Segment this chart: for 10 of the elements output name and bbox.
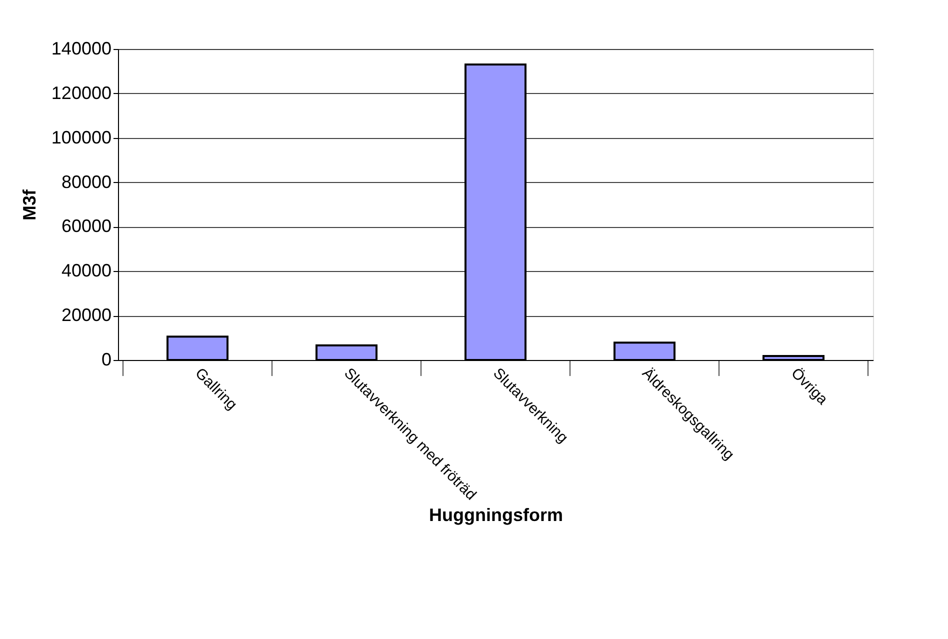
- y-tick-label: 0: [101, 350, 112, 370]
- y-tick-label: 20000: [61, 305, 112, 326]
- y-tick-label: 60000: [61, 216, 112, 236]
- y-tick-label: 40000: [61, 260, 112, 281]
- y-axis-title: M3f: [19, 188, 40, 220]
- y-tick-label: 120000: [51, 82, 112, 103]
- y-tick-label: 140000: [51, 38, 112, 58]
- y-tick-label: 100000: [51, 127, 112, 148]
- y-tick-label: 80000: [61, 172, 112, 192]
- x-axis-title: Huggningsform: [429, 504, 563, 525]
